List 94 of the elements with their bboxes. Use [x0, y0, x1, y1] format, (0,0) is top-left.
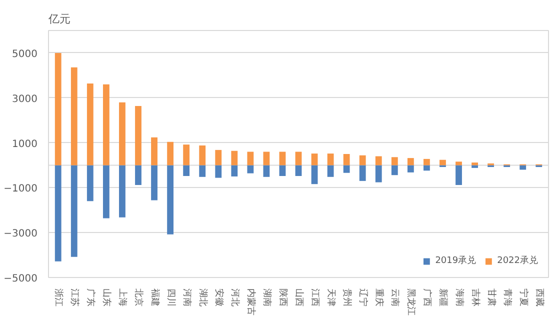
x-tick-label: 湖北: [197, 288, 208, 306]
x-tick-label: 山西: [294, 288, 304, 306]
bar: [231, 165, 238, 176]
bar: [391, 157, 398, 166]
x-tick-label: 安徽: [213, 288, 224, 306]
bar: [456, 165, 462, 185]
bar: [70, 165, 78, 257]
x-tick-label: 河南: [181, 288, 192, 306]
bar: [359, 165, 366, 181]
bar: [102, 84, 110, 166]
bar: [295, 165, 302, 176]
bar: [167, 165, 174, 234]
bar: [119, 165, 126, 218]
bar: [375, 165, 382, 182]
bar: [199, 165, 206, 177]
x-tick-label: 湖南: [261, 288, 272, 306]
bar: [119, 102, 126, 166]
x-tick-label: 广西: [422, 288, 433, 306]
bar: [86, 83, 94, 166]
bar: [263, 152, 270, 166]
x-tick-label: 上海: [117, 288, 128, 306]
bar: [215, 165, 222, 178]
y-tick-label: −1000: [4, 184, 38, 195]
bar: [472, 165, 478, 168]
x-tick-label: 海南: [454, 288, 465, 306]
bar: [54, 165, 62, 262]
bar: [407, 165, 414, 172]
bar: [359, 155, 366, 166]
bar: [183, 165, 190, 176]
x-tick-label: 广东: [85, 288, 96, 306]
bar: [295, 152, 302, 166]
x-tick-label: 黑龙江: [406, 288, 417, 316]
legend-label: 2022承兑: [497, 254, 538, 267]
y-tick-label: 1000: [12, 138, 38, 150]
legend-label: 2019承兑: [435, 254, 476, 267]
bar: [199, 145, 206, 166]
bar: [231, 150, 238, 166]
bar: [327, 165, 334, 177]
bar: [263, 165, 270, 177]
bar: [375, 156, 382, 166]
bar: [135, 165, 142, 185]
bar: [54, 52, 62, 166]
bar: [102, 165, 110, 218]
x-tick-label: 福建: [149, 288, 160, 306]
x-tick-label: 天津: [326, 288, 337, 306]
bar: [424, 165, 430, 171]
y-tick-label: 5000: [12, 48, 38, 60]
bar: [311, 165, 318, 184]
x-tick-label: 贵州: [342, 288, 353, 306]
x-tick-label: 江西: [310, 288, 321, 306]
x-tick-label: 云南: [390, 288, 401, 306]
x-tick-label: 河北: [229, 288, 240, 306]
x-tick-label: 新疆: [438, 288, 449, 306]
bar: [279, 165, 286, 176]
bar: [135, 106, 142, 166]
y-tick-label: −3000: [4, 228, 38, 240]
y-tick-label: 3000: [12, 94, 38, 105]
x-tick-label: 重庆: [374, 288, 385, 306]
x-tick-label: 宁夏: [518, 288, 529, 306]
bar: [391, 165, 398, 176]
bar: [167, 142, 174, 166]
bar: [183, 144, 190, 166]
bar: [70, 67, 78, 166]
bar: [247, 165, 254, 174]
x-tick-label: 西藏: [534, 288, 545, 306]
bar: [247, 152, 254, 166]
bar: [343, 165, 350, 173]
bar: [151, 137, 158, 166]
bar: [407, 158, 414, 166]
x-tick-label: 四川: [165, 288, 176, 306]
y-tick-label: −5000: [4, 274, 38, 284]
x-tick-label: 江苏: [69, 288, 80, 306]
x-tick-label: 辽宁: [358, 288, 369, 306]
bar: [215, 150, 222, 166]
bar: [151, 165, 158, 200]
x-tick-label: 内蒙古: [245, 288, 256, 316]
bar: [279, 152, 286, 166]
y-axis-title: 亿元: [48, 12, 70, 26]
bar: [86, 165, 94, 202]
bar: [343, 154, 350, 166]
x-tick-label: 吉林: [470, 288, 481, 306]
x-tick-label: 浙江: [53, 288, 64, 306]
bar: [472, 162, 478, 166]
x-tick-label: 青海: [502, 288, 513, 306]
bar: [456, 162, 462, 166]
bar: [424, 158, 430, 166]
bar: [520, 165, 526, 170]
x-tick-label: 甘肃: [486, 288, 497, 306]
bar: [440, 160, 446, 166]
bar: [327, 154, 334, 166]
x-tick-label: 山东: [101, 288, 112, 306]
x-tick-label: 陕西: [277, 288, 288, 306]
x-tick-label: 北京: [133, 288, 144, 306]
bar: [311, 154, 318, 166]
